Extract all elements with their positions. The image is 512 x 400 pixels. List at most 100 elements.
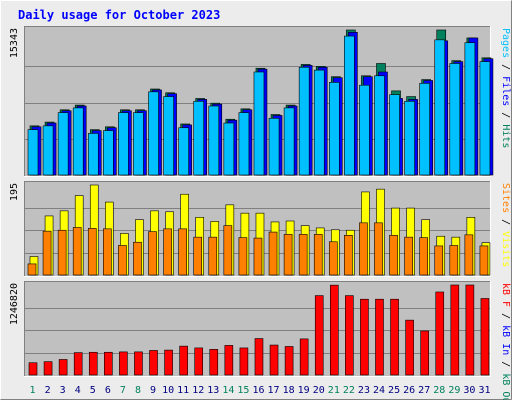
bar-visits-sites-sites-26 bbox=[404, 236, 413, 276]
bar-kbytes-kb-f-29 bbox=[450, 284, 460, 376]
x-tick-label-21: 21 bbox=[328, 385, 340, 396]
bar-visits-sites-sites-2 bbox=[42, 230, 52, 276]
bar-hits-files-pages-pages-16 bbox=[253, 71, 265, 176]
bar-visits-sites-sites-25 bbox=[389, 235, 398, 276]
x-tick-label-26: 26 bbox=[403, 385, 415, 396]
x-tick-label-4: 4 bbox=[75, 385, 81, 396]
bar-visits-sites-sites-5 bbox=[87, 228, 97, 276]
bar-visits-sites-sites-18 bbox=[283, 234, 293, 276]
x-tick-label-29: 29 bbox=[448, 385, 460, 396]
bar-kbytes-kb-f-11 bbox=[179, 345, 188, 376]
bar-kbytes-kb-f-1 bbox=[28, 362, 38, 376]
bar-visits-sites-sites-11 bbox=[178, 228, 187, 276]
bar-visits-sites-sites-10 bbox=[163, 228, 172, 276]
bar-visits-sites-sites-27 bbox=[419, 237, 428, 276]
bar-kbytes-kb-f-28 bbox=[435, 291, 445, 376]
bar-visits-sites-sites-28 bbox=[434, 245, 444, 276]
bar-visits-sites-sites-1 bbox=[27, 263, 37, 276]
legend-part-0-4: Hits bbox=[500, 124, 511, 148]
bar-visits-sites-sites-7 bbox=[118, 245, 127, 276]
bar-kbytes-kb-f-3 bbox=[58, 359, 68, 376]
bar-hits-files-pages-pages-10 bbox=[163, 96, 174, 176]
bar-kbytes-kb-f-9 bbox=[149, 350, 158, 376]
x-tick-label-1: 1 bbox=[30, 385, 36, 396]
bar-hits-files-pages-pages-9 bbox=[148, 91, 159, 176]
bar-visits-sites-sites-24 bbox=[374, 222, 383, 276]
x-tick-label-2: 2 bbox=[45, 385, 51, 396]
bar-visits-sites-sites-20 bbox=[313, 234, 323, 276]
bar-kbytes-kb-f-17 bbox=[269, 344, 279, 376]
bar-visits-sites-sites-29 bbox=[449, 245, 459, 276]
bar-visits-sites-sites-17 bbox=[268, 231, 278, 276]
x-tick-label-17: 17 bbox=[268, 385, 280, 396]
legend-part-0-1: / bbox=[500, 58, 511, 76]
x-tick-label-27: 27 bbox=[418, 385, 430, 396]
bar-hits-files-pages-pages-31 bbox=[479, 61, 491, 176]
x-tick-label-10: 10 bbox=[162, 385, 174, 396]
bar-hits-files-pages-pages-22 bbox=[344, 35, 355, 176]
bar-kbytes-kb-f-21 bbox=[329, 284, 339, 376]
x-tick-label-11: 11 bbox=[177, 385, 189, 396]
bar-kbytes-kb-f-19 bbox=[299, 338, 309, 376]
bar-hits-files-pages-pages-29 bbox=[449, 63, 461, 176]
bar-kbytes-kb-f-14 bbox=[224, 345, 234, 376]
bar-visits-sites-sites-21 bbox=[328, 241, 338, 276]
x-tick-label-6: 6 bbox=[105, 385, 111, 396]
bar-kbytes-kb-f-13 bbox=[209, 349, 219, 376]
bar-hits-files-pages-pages-28 bbox=[434, 39, 446, 176]
bar-visits-sites-sites-23 bbox=[359, 222, 368, 276]
x-tick-label-22: 22 bbox=[343, 385, 355, 396]
legend-part-2-2: kB In bbox=[500, 325, 511, 355]
bar-hits-files-pages-pages-23 bbox=[359, 84, 370, 176]
bar-hits-files-pages-pages-5 bbox=[87, 133, 99, 176]
x-tick-label-25: 25 bbox=[388, 385, 400, 396]
bar-kbytes-kb-f-20 bbox=[314, 295, 324, 376]
x-tick-label-20: 20 bbox=[313, 385, 325, 396]
legend-part-0-2: Files bbox=[500, 76, 511, 106]
x-axis-labels: 1 2 3 4 5 6 7 8 9 10 11 12 13 14 15 16 17 18 19 20 21 22 23 24 2… bbox=[30, 385, 491, 396]
bar-kbytes-kb-f-23 bbox=[360, 298, 369, 376]
bar-kbytes-kb-f-7 bbox=[119, 351, 128, 376]
x-tick-label-24: 24 bbox=[373, 385, 385, 396]
chart-title: Daily usage for October 2023 bbox=[18, 8, 220, 22]
bar-hits-files-pages-pages-24 bbox=[374, 75, 385, 176]
bar-hits-files-pages-pages-17 bbox=[268, 117, 280, 176]
legend-part-2-1: / bbox=[500, 307, 511, 325]
legend-part-2-0: kB F bbox=[500, 283, 511, 307]
bar-kbytes-kb-f-31 bbox=[480, 298, 490, 376]
bar-hits-files-pages-pages-14 bbox=[223, 122, 235, 176]
x-tick-label-12: 12 bbox=[192, 385, 204, 396]
bar-visits-sites-sites-19 bbox=[298, 234, 308, 276]
bar-kbytes-kb-f-15 bbox=[239, 347, 249, 376]
bar-hits-files-pages-pages-30 bbox=[464, 42, 476, 176]
x-tick-label-9: 9 bbox=[150, 385, 156, 396]
bar-visits-sites-sites-14 bbox=[223, 225, 233, 276]
bar-hits-files-pages-pages-7 bbox=[118, 112, 129, 176]
bar-hits-files-pages-pages-8 bbox=[133, 112, 144, 176]
bar-hits-files-pages-pages-18 bbox=[283, 107, 295, 176]
x-tick-label-13: 13 bbox=[207, 385, 219, 396]
right-legend-label-1: Sites / Visits bbox=[500, 183, 511, 267]
bar-hits-files-pages-pages-27 bbox=[419, 83, 430, 176]
bar-visits-sites-sites-8 bbox=[133, 241, 142, 276]
bar-hits-files-pages-pages-6 bbox=[103, 130, 114, 176]
bar-visits-sites-sites-4 bbox=[72, 227, 82, 276]
bar-kbytes-kb-f-10 bbox=[164, 349, 173, 376]
bar-hits-files-pages-pages-19 bbox=[298, 66, 310, 176]
legend-part-2-3: / bbox=[500, 355, 511, 373]
bar-hits-files-pages-pages-1 bbox=[27, 129, 39, 176]
y-tick-label-2: 1246820 bbox=[9, 283, 20, 325]
x-tick-label-8: 8 bbox=[135, 385, 141, 396]
bar-hits-files-pages-pages-2 bbox=[42, 125, 54, 176]
x-tick-label-15: 15 bbox=[237, 385, 249, 396]
bar-hits-files-pages-pages-13 bbox=[208, 105, 220, 176]
bar-kbytes-kb-f-30 bbox=[465, 284, 475, 376]
bar-kbytes-kb-f-6 bbox=[104, 351, 113, 376]
bar-kbytes-kb-f-2 bbox=[43, 361, 53, 376]
bar-kbytes-kb-f-22 bbox=[345, 295, 354, 376]
bar-kbytes-kb-f-27 bbox=[420, 330, 429, 376]
bar-hits-files-pages-pages-12 bbox=[193, 100, 205, 176]
